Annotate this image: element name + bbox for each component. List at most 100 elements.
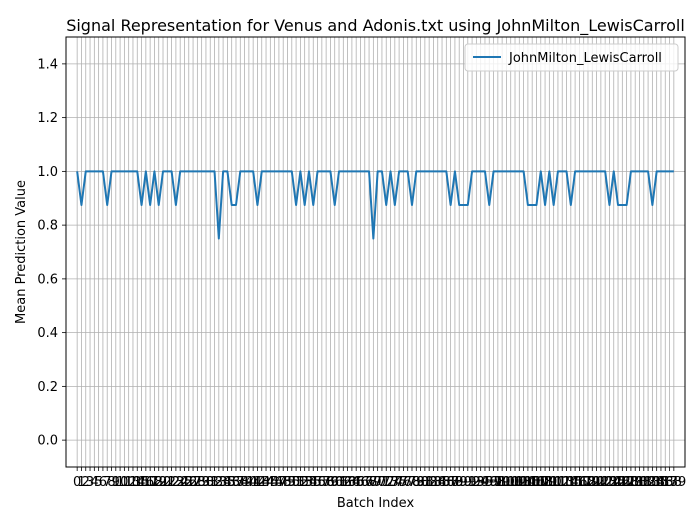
x-tick-label: 80 [412,475,429,490]
x-tick-label: 52 [292,475,309,490]
x-tick-label: 23 [168,475,185,490]
x-tick-label: 98 [490,475,507,490]
x-tick-label: 88 [447,475,464,490]
legend: JohnMilton_LewisCarroll [464,43,679,72]
x-tick-label: 112 [546,475,571,490]
x-tick-label: 129 [618,475,643,490]
x-tick-label: 51 [288,475,305,490]
x-tick-label: 97 [485,475,502,490]
grid-layer [66,37,685,467]
y-tick-label: 1.0 [37,165,58,180]
x-tick-label: 121 [584,475,609,490]
y-tick-label: 0.4 [37,326,58,341]
x-tick-label: 47 [271,475,288,490]
x-tick-label: 25 [176,475,193,490]
x-tick-label: 120 [580,475,605,490]
x-tick-label: 15 [133,475,150,490]
x-tick-label: 72 [378,475,395,490]
x-tick-label: 135 [644,475,669,490]
x-tick-label: 9 [112,475,120,490]
x-tick-label: 17 [142,475,159,490]
legend-label: JohnMilton_LewisCarroll [508,51,662,66]
x-tick-label: 99 [494,475,511,490]
x-tick-label: 89 [451,475,468,490]
x-tick-label: 111 [541,475,566,490]
plot-frame [65,36,686,468]
x-tick-label: 114 [554,475,579,490]
x-tick-label: 33 [211,475,228,490]
x-tick-label: 21 [159,475,176,490]
x-tick-label: 131 [627,475,652,490]
x-tick-label: 63 [339,475,356,490]
x-tick-label: 110 [537,475,562,490]
x-tick-label: 64 [344,475,361,490]
x-tick-label: 68 [361,475,378,490]
x-tick-label: 106 [520,475,545,490]
x-tick-label: 20 [155,475,172,490]
x-tick-label: 116 [563,475,588,490]
legend-box [464,43,679,72]
x-tick-label: 132 [631,475,656,490]
x-tick-label: 60 [326,475,343,490]
x-tick-label: 14 [129,475,146,490]
x-tick-label: 40 [241,475,258,490]
x-tick-label: 55 [305,475,322,490]
x-tick-label: 107 [524,475,549,490]
x-tick-label: 73 [382,475,399,490]
x-tick-label: 41 [245,475,262,490]
y-tick-label: 0.6 [37,272,58,287]
x-tick-label: 79 [408,475,425,490]
x-tick-label: 136 [649,475,674,490]
x-tick-label: 37 [228,475,245,490]
x-tick-label: 6 [99,475,107,490]
x-tick-label: 42 [249,475,266,490]
y-tick-label: 0.2 [37,380,58,395]
x-tick-label: 0 [73,475,81,490]
x-tick-label: 5 [94,475,102,490]
x-tick-label: 53 [296,475,313,490]
y-axis-ticks: 0.0 0.2 0.4 0.6 0.8 1.0 1.2 1.4 [37,57,66,449]
x-tick-label: 70 [369,475,386,490]
x-tick-label: 66 [352,475,369,490]
x-tick-label: 134 [640,475,665,490]
x-tick-label: 24 [172,475,189,490]
x-tick-label: 138 [657,475,682,490]
x-tick-label: 54 [301,475,318,490]
x-tick-label: 86 [438,475,455,490]
x-tick-label: 102 [503,475,528,490]
x-tick-label: 76 [395,475,412,490]
x-tick-label: 126 [606,475,631,490]
x-tick-label: 83 [425,475,442,490]
x-tick-label: 43 [253,475,270,490]
x-tick-label: 71 [374,475,391,490]
x-tick-label: 1 [77,475,85,490]
y-tick-label: 1.2 [37,111,58,126]
x-tick-label: 90 [455,475,472,490]
x-tick-label: 87 [442,475,459,490]
chart-title: Signal Representation for Venus and Adon… [66,16,685,36]
x-tick-label: 95 [477,475,494,490]
x-tick-label: 65 [348,475,365,490]
x-tick-label: 94 [472,475,489,490]
x-tick-label: 74 [387,475,404,490]
x-tick-label: 13 [125,475,142,490]
x-tick-label: 82 [421,475,438,490]
x-tick-label: 133 [636,475,661,490]
x-tick-label: 18 [146,475,163,490]
x-tick-label: 137 [653,475,678,490]
x-tick-label: 124 [597,475,622,490]
x-tick-label: 58 [318,475,335,490]
x-tick-label: 69 [365,475,382,490]
x-tick-label: 85 [434,475,451,490]
x-tick-label: 117 [567,475,592,490]
x-tick-label: 77 [399,475,416,490]
x-tick-label: 31 [202,475,219,490]
x-tick-label: 130 [623,475,648,490]
x-tick-label: 103 [507,475,532,490]
x-tick-label: 59 [322,475,339,490]
x-tick-label: 125 [601,475,626,490]
x-tick-label: 3 [86,475,94,490]
x-tick-label: 100 [494,475,519,490]
x-axis-ticks: 0123456789101112131415161718192021222324… [73,467,686,490]
